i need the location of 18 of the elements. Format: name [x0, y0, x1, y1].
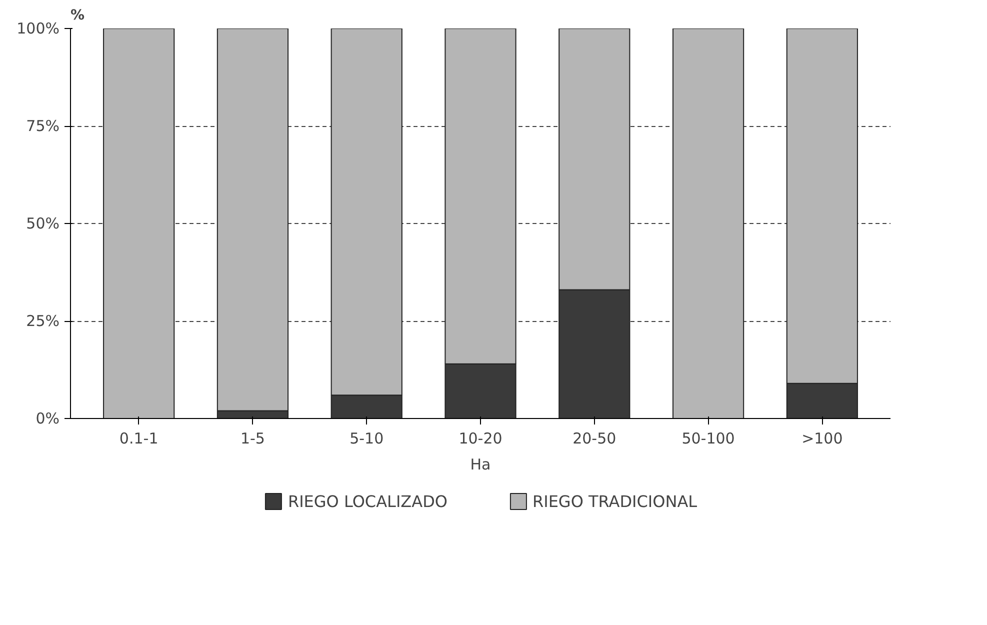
x-tick-label: 1-5: [240, 430, 265, 448]
y-tick-label: 100%: [16, 20, 60, 38]
legend-label: RIEGO LOCALIZADO: [288, 492, 448, 510]
y-tick-label: 0%: [36, 410, 60, 428]
x-axis-title: Ha: [470, 456, 491, 474]
x-tick-label: 10-20: [458, 430, 502, 448]
y-axis-title: %: [70, 8, 85, 24]
x-tick-label: 20-50: [572, 430, 616, 448]
bar: [672, 28, 744, 418]
legend-label: RIEGO TRADICIONAL: [532, 492, 698, 510]
x-tick-label: 5-10: [350, 430, 384, 448]
x-tick-label: 50-100: [682, 430, 735, 448]
y-tick-label: 75%: [26, 117, 60, 135]
y-tick-label: 25%: [26, 312, 60, 330]
bar: [103, 28, 175, 418]
y-tick-label: 50%: [26, 214, 60, 232]
x-tick-label: 0.1-1: [119, 430, 158, 448]
x-tick-label: >100: [802, 430, 843, 448]
